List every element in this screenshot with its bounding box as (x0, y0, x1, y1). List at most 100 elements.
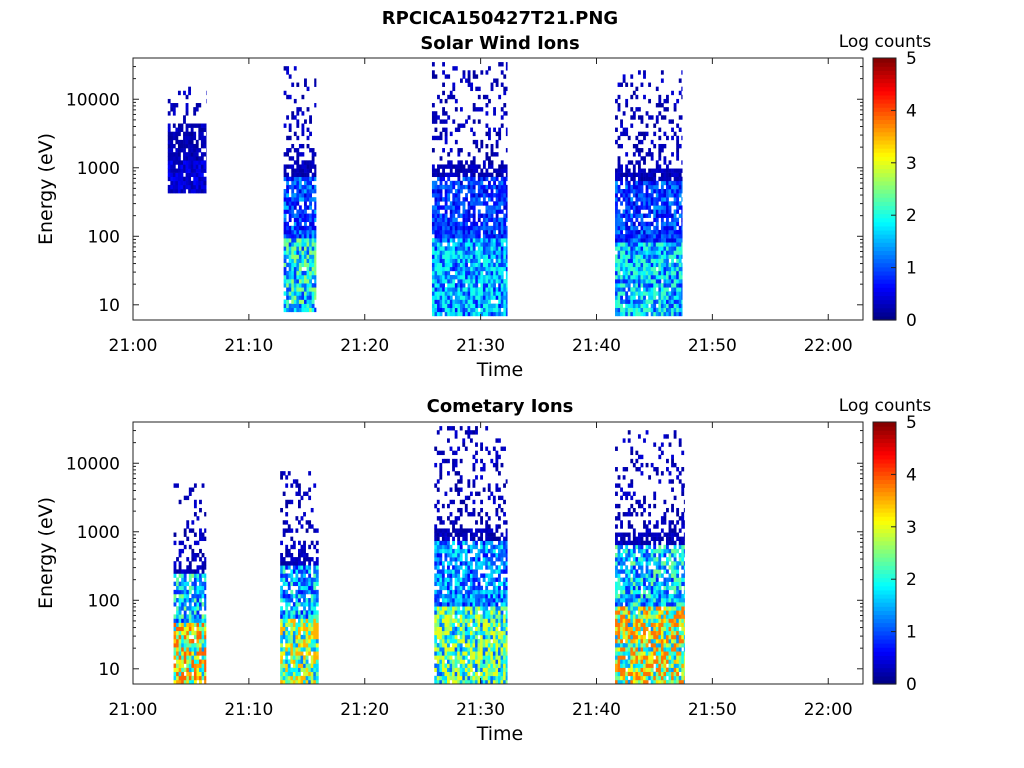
heatmap-cell (668, 307, 672, 313)
heatmap-cell (309, 221, 312, 227)
heatmap-cell (465, 295, 468, 300)
heatmap-cell (287, 679, 291, 685)
heatmap-cell (503, 197, 507, 202)
heatmap-cell (283, 197, 287, 202)
heatmap-cell (635, 160, 639, 165)
heatmap-cell (431, 168, 435, 173)
heatmap-cell (671, 180, 674, 186)
heatmap-cell (188, 630, 192, 636)
heatmap-cell (630, 250, 634, 255)
heatmap-cell (437, 221, 440, 227)
heatmap-cell (498, 234, 502, 239)
heatmap-cell (300, 651, 304, 656)
heatmap-cell (495, 598, 499, 603)
heatmap-cell (469, 532, 473, 537)
heatmap-cell (492, 647, 496, 652)
heatmap-cell (306, 262, 310, 268)
heatmap-cell (441, 450, 445, 456)
heatmap-cell (666, 180, 669, 186)
heatmap-cell (186, 643, 190, 648)
heatmap-cell (492, 577, 496, 582)
heatmap-cell (195, 139, 199, 145)
heatmap-cell (620, 82, 623, 87)
heatmap-cell (630, 229, 634, 235)
heatmap-cell (660, 115, 664, 120)
heatmap-cell (681, 238, 683, 243)
heatmap-cell (630, 234, 634, 239)
heatmap-cell (287, 548, 291, 554)
heatmap-cell (280, 475, 284, 480)
heatmap-cell (199, 528, 202, 533)
heatmap-cell (295, 679, 299, 685)
heatmap-cell (447, 295, 451, 300)
heatmap-cell (627, 193, 631, 198)
heatmap-cell (315, 651, 319, 656)
heatmap-cell (615, 274, 618, 280)
heatmap-cell (660, 176, 664, 182)
heatmap-cell (475, 569, 478, 574)
heatmap-cell (503, 201, 507, 206)
heatmap-cell (449, 622, 453, 627)
heatmap-cell (658, 299, 662, 304)
heatmap-cell (485, 581, 489, 587)
heatmap-cell (681, 135, 683, 141)
heatmap-cell (472, 544, 476, 550)
heatmap-cell (475, 491, 478, 496)
heatmap-cell (676, 148, 680, 153)
heatmap-cell (472, 221, 476, 227)
heatmap-cell (300, 622, 304, 627)
heatmap-cell (291, 303, 295, 309)
heatmap-cell (434, 291, 438, 296)
heatmap-cell (622, 287, 626, 292)
heatmap-cell (498, 217, 502, 223)
heatmap-cell (490, 291, 494, 296)
heatmap-cell (434, 622, 438, 627)
heatmap-cell (447, 569, 450, 574)
heatmap-cell (681, 70, 683, 75)
heatmap-cell (625, 291, 629, 296)
heatmap-cell (287, 638, 291, 644)
heatmap-cell (201, 659, 205, 664)
heatmap-cell (622, 238, 626, 243)
heatmap-cell (488, 299, 491, 304)
heatmap-cell (615, 258, 618, 263)
heatmap-cell (622, 172, 626, 178)
heatmap-cell (475, 573, 478, 578)
heatmap-cell (314, 246, 317, 251)
heatmap-cell (477, 561, 481, 566)
heatmap-cell (635, 246, 639, 251)
heatmap-cell (173, 679, 177, 685)
heatmap-cell (632, 270, 636, 276)
heatmap-cell (181, 679, 185, 685)
heatmap-cell (452, 569, 455, 574)
heatmap-cell (452, 638, 455, 644)
heatmap-cell (311, 254, 315, 259)
heatmap-cell (676, 291, 680, 296)
heatmap-cell (292, 655, 296, 660)
heatmap-cell (313, 655, 317, 660)
heatmap-cell (177, 148, 181, 153)
heatmap-cell (314, 172, 317, 178)
heatmap-cell (181, 606, 185, 611)
heatmap-cell (280, 540, 284, 546)
heatmap-cell (204, 651, 207, 656)
heatmap-cell (444, 270, 448, 276)
heatmap-cell (300, 655, 304, 660)
heatmap-cell (188, 544, 192, 550)
heatmap-cell (498, 266, 502, 272)
heatmap-cell (480, 180, 484, 186)
heatmap-cell (467, 679, 471, 685)
heatmap-cell (462, 593, 466, 599)
heatmap-cell (477, 663, 481, 668)
heatmap-cell (482, 626, 486, 632)
heatmap-cell (485, 193, 489, 198)
heatmap-cell (280, 589, 284, 595)
heatmap-cell (313, 679, 317, 685)
heatmap-cell (313, 606, 317, 611)
heatmap-cell (431, 311, 435, 317)
heatmap-cell (681, 180, 683, 186)
heatmap-cell (188, 671, 192, 677)
heatmap-cell (454, 585, 458, 591)
heatmap-cell (653, 262, 657, 268)
heatmap-cell (676, 229, 680, 235)
